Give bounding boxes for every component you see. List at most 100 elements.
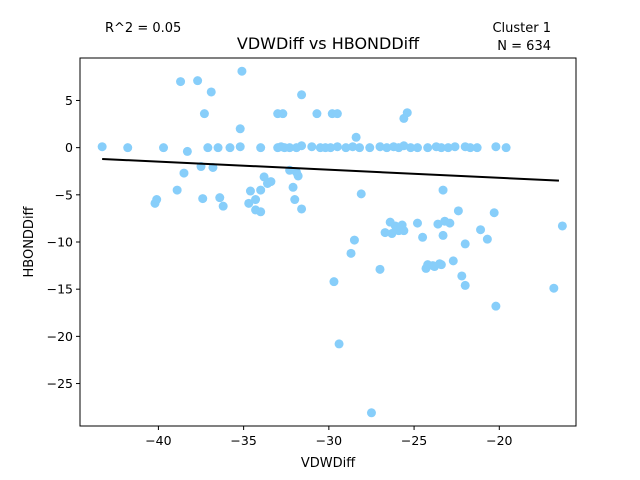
r-squared-annotation: R^2 = 0.05 xyxy=(105,21,181,36)
data-point xyxy=(412,143,422,153)
y-tick-label: 5 xyxy=(65,93,73,108)
data-point xyxy=(182,146,192,156)
data-point xyxy=(557,221,567,231)
data-point xyxy=(293,171,303,181)
data-point xyxy=(312,109,322,119)
data-point xyxy=(453,206,463,216)
data-point xyxy=(460,280,470,290)
cluster-annotation: Cluster 1 xyxy=(492,21,551,36)
data-point xyxy=(278,109,288,119)
data-point xyxy=(448,256,458,266)
data-point xyxy=(176,77,186,87)
data-point xyxy=(332,109,342,119)
data-point xyxy=(380,228,390,238)
x-axis-label: VDWDiff xyxy=(301,456,356,471)
data-point xyxy=(225,143,235,153)
data-point xyxy=(346,248,356,258)
y-tick-label: −20 xyxy=(47,329,73,344)
data-point xyxy=(443,143,453,153)
data-point xyxy=(382,143,392,153)
data-point xyxy=(237,66,247,76)
data-point xyxy=(356,189,366,199)
data-point xyxy=(159,143,169,153)
data-point xyxy=(259,172,269,182)
data-point xyxy=(402,108,412,118)
points-layer xyxy=(97,66,567,418)
data-point xyxy=(450,142,460,152)
data-point xyxy=(438,230,448,240)
data-point xyxy=(334,339,344,349)
data-point xyxy=(457,271,467,281)
data-point xyxy=(348,142,358,152)
data-point xyxy=(251,195,261,205)
data-point xyxy=(482,234,492,244)
x-axis-ticks: −40 −35 −30 −25 −20 xyxy=(145,426,513,448)
data-point xyxy=(198,194,208,204)
data-point xyxy=(266,177,276,187)
data-point xyxy=(375,142,385,152)
data-point xyxy=(256,143,266,153)
data-point xyxy=(445,218,455,228)
data-point xyxy=(341,143,351,153)
data-point xyxy=(193,76,203,86)
data-point xyxy=(491,142,501,152)
data-point xyxy=(406,143,416,153)
data-point xyxy=(489,208,499,218)
data-point xyxy=(326,143,336,153)
data-point xyxy=(501,143,511,153)
data-point xyxy=(97,142,107,152)
data-point xyxy=(349,235,359,245)
data-point xyxy=(285,143,295,153)
y-axis-label: HBONDDiff xyxy=(22,205,37,277)
data-point xyxy=(199,109,209,119)
data-point xyxy=(549,283,559,293)
sample-count-annotation: N = 634 xyxy=(497,39,551,54)
data-point xyxy=(491,301,501,311)
data-point xyxy=(203,143,213,153)
data-point xyxy=(399,226,409,236)
data-point xyxy=(423,143,433,153)
data-point xyxy=(365,143,375,153)
data-point xyxy=(351,132,361,142)
data-point xyxy=(179,168,189,178)
data-point xyxy=(438,185,448,195)
data-point xyxy=(215,193,225,203)
x-tick-label: −25 xyxy=(401,433,427,448)
data-point xyxy=(472,143,482,153)
data-point xyxy=(218,201,228,211)
data-point xyxy=(329,277,339,287)
data-point xyxy=(256,207,266,217)
data-point xyxy=(297,204,307,214)
y-axis-ticks: 5 0 −5 −10 −15 −20 −25 xyxy=(47,93,80,391)
data-point xyxy=(297,141,307,151)
data-point xyxy=(152,195,162,205)
y-tick-label: 0 xyxy=(65,140,73,155)
y-tick-label: −10 xyxy=(47,235,73,250)
data-point xyxy=(399,141,409,151)
x-tick-label: −20 xyxy=(486,433,512,448)
data-point xyxy=(244,198,254,208)
data-point xyxy=(307,142,317,152)
regression-line xyxy=(102,157,560,182)
data-point xyxy=(297,90,307,100)
data-point xyxy=(387,229,397,239)
chart-title: VDWDiff vs HBONDDiff xyxy=(237,34,420,53)
data-point xyxy=(428,261,438,271)
data-point xyxy=(375,264,385,274)
y-tick-label: −15 xyxy=(47,282,73,297)
data-point xyxy=(235,124,245,134)
data-point xyxy=(123,143,133,153)
data-point xyxy=(235,142,245,152)
data-point xyxy=(245,186,255,196)
data-point xyxy=(288,182,298,192)
fit-line-layer xyxy=(102,157,560,182)
data-point xyxy=(476,225,486,235)
data-point xyxy=(213,143,223,153)
data-point xyxy=(436,143,446,153)
data-point xyxy=(460,239,470,249)
x-tick-label: −35 xyxy=(230,433,256,448)
data-point xyxy=(418,232,428,242)
y-tick-label: −5 xyxy=(55,187,73,202)
